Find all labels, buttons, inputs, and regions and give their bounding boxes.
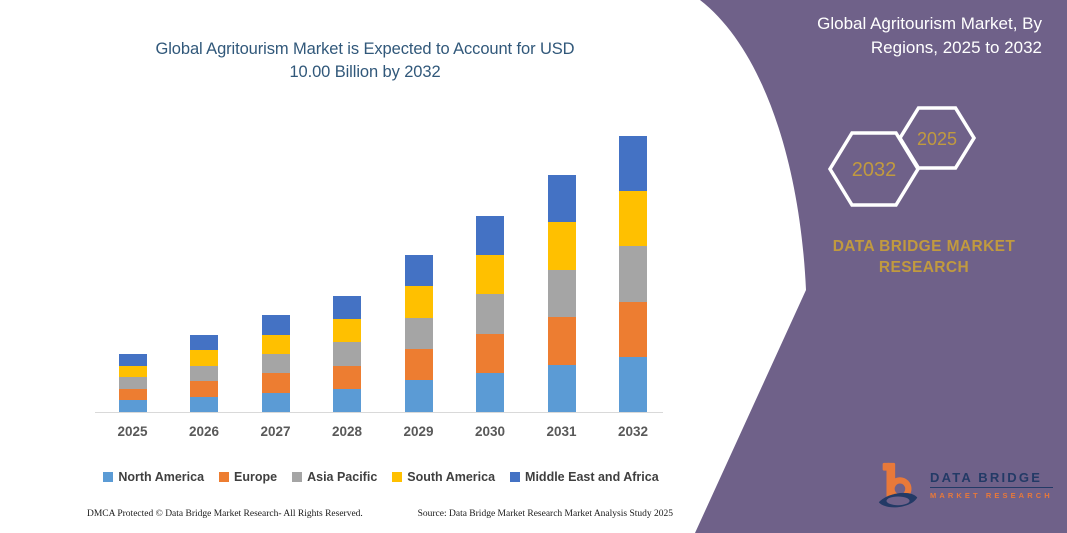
stacked-bar-2026 (190, 334, 218, 412)
brand-line1: DATA BRIDGE MARKET (832, 238, 1016, 255)
legend-item: Asia Pacific (292, 470, 377, 484)
hexagon-2032-label: 2032 (852, 159, 897, 181)
brand-wordmark: DATA BRIDGE MARKET RESEARCH (824, 236, 1024, 278)
legend-swatch-icon (392, 472, 403, 482)
x-axis-label: 2026 (188, 424, 220, 439)
bar-segment (547, 364, 576, 412)
bar-segment (547, 222, 576, 270)
bar-segment (333, 319, 361, 343)
stacked-bar-2025 (118, 354, 147, 412)
legend-label: North America (118, 470, 205, 484)
bar-segment (476, 333, 504, 373)
bar-segment (333, 342, 361, 366)
logo-title: DATA BRIDGE (930, 470, 1053, 488)
stacked-bar-2032 (619, 136, 647, 412)
bar-segment (619, 301, 647, 357)
legend-label: Europe (234, 470, 278, 484)
bar-segment (476, 255, 504, 295)
legend-swatch-icon (510, 472, 521, 482)
legend-item: Europe (219, 470, 277, 484)
bar-segment (404, 380, 433, 412)
bar-segment (261, 334, 290, 355)
legend-swatch-icon (219, 472, 230, 482)
x-axis-line (95, 412, 663, 413)
bar-segment (190, 334, 218, 351)
stacked-bar-2030 (476, 216, 504, 412)
legend-swatch-icon (292, 472, 303, 482)
bar-segment (190, 365, 218, 382)
x-axis-label: 2028 (331, 424, 363, 439)
bar-segment (619, 136, 647, 192)
company-logo: DATA BRIDGE MARKET RESEARCH (874, 459, 1053, 511)
stacked-bar-2028 (333, 296, 361, 412)
sidebar-title: Global Agritourism Market, By Regions, 2… (762, 12, 1042, 60)
bar-segment (118, 354, 147, 366)
bar-segment (333, 365, 361, 389)
bar-segment (404, 349, 433, 381)
dmca-copyright-text: DMCA Protected © Data Bridge Market Rese… (87, 509, 363, 519)
bar-segment (118, 400, 147, 412)
x-axis-label: 2031 (546, 424, 577, 439)
bar-segment (619, 356, 647, 412)
bar-segment (261, 315, 290, 335)
bar-segment (118, 377, 147, 389)
bar-segment (261, 392, 290, 412)
bar-segment (476, 216, 504, 256)
bar-segment (190, 381, 218, 397)
x-axis-label: 2030 (474, 424, 506, 439)
bar-segment (404, 317, 433, 350)
legend-label: Middle East and Africa (525, 470, 659, 484)
bar-segment (476, 372, 504, 412)
x-axis-label: 2032 (617, 424, 649, 439)
stacked-bar-2031 (547, 174, 576, 412)
chart-legend: North America Europe Asia Pacific South Ame… (88, 470, 674, 484)
stacked-bar-2027 (261, 315, 290, 412)
bar-segment (547, 174, 576, 223)
bar-segment (261, 373, 290, 393)
legend-item: North America (103, 470, 204, 484)
logo-mark-icon (878, 462, 918, 508)
bar-segment (333, 388, 361, 412)
logo-subtitle: MARKET RESEARCH (930, 491, 1053, 500)
legend-item: Middle East and Africa (510, 470, 659, 484)
source-text: Source: Data Bridge Market Research Mark… (417, 509, 673, 519)
legend-swatch-icon (103, 472, 114, 482)
x-axis-label: 2027 (260, 424, 291, 439)
bar-segment (190, 350, 218, 366)
bar-segment (476, 294, 504, 334)
chart-title-line1: Global Agritourism Market is Expected to… (155, 40, 575, 58)
hexagon-2025-label: 2025 (917, 129, 957, 149)
hexagon-2025 (897, 106, 977, 170)
bar-segment (547, 317, 576, 365)
plot-area: 2025 2026 2027 2028 2029 2030 2031 2032 (117, 136, 649, 439)
x-axis-label: 2029 (403, 424, 434, 439)
x-axis-label: 2025 (117, 424, 148, 439)
sidebar-title-line2: Regions, 2025 to 2032 (870, 38, 1042, 57)
stacked-bar-2029 (404, 254, 433, 412)
year-hexagons: 2032 2025 (827, 106, 977, 207)
bar-segment (333, 296, 361, 320)
bar-segment (404, 286, 433, 318)
bar-segment (261, 354, 290, 374)
bar-segment (118, 388, 147, 401)
chart-footer: DMCA Protected © Data Bridge Market Rese… (87, 509, 673, 519)
legend-item: South America (392, 470, 495, 484)
bar-segment (619, 191, 647, 247)
brand-line2: RESEARCH (878, 259, 970, 276)
legend-label: Asia Pacific (307, 470, 378, 484)
bar-segment (118, 365, 147, 378)
legend-label: South America (407, 470, 496, 484)
chart-title: Global Agritourism Market is Expected to… (95, 38, 635, 84)
chart-title-line2: 10.00 Billion by 2032 (289, 63, 441, 81)
bar-segment (547, 269, 576, 318)
bar-segment (619, 246, 647, 302)
bar-segment (404, 254, 433, 287)
bar-segment (190, 396, 218, 412)
sidebar-title-line1: Global Agritourism Market, By (817, 14, 1042, 33)
